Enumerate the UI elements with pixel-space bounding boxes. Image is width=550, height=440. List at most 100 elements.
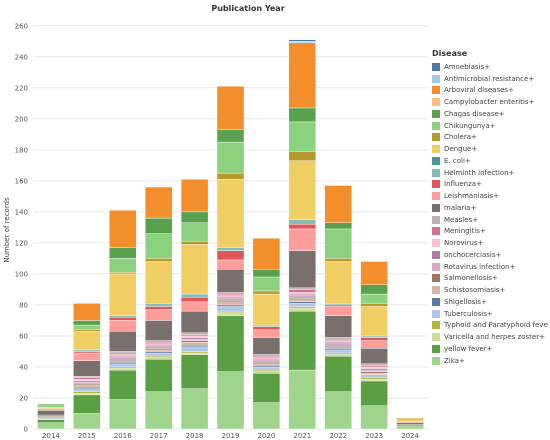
bar-segment <box>73 351 101 354</box>
bar-segment <box>360 337 388 341</box>
legend-item[interactable]: Typhoid and Paratyphoid fever+ <box>432 320 548 332</box>
bar-segment <box>73 380 101 383</box>
bar-segment <box>288 306 317 309</box>
legend-item[interactable]: Campylobacter enteritis+ <box>432 96 548 108</box>
bar-segment <box>288 292 317 295</box>
bar-segment <box>324 185 352 223</box>
bar-segment <box>216 129 245 143</box>
legend-item[interactable]: Dengue+ <box>432 143 548 155</box>
legend-item[interactable]: Influenza+ <box>432 179 548 191</box>
bars <box>37 39 424 430</box>
legend-item[interactable]: malaria+ <box>432 202 548 214</box>
bar-segment <box>73 382 101 385</box>
legend-item[interactable]: Helminth infection+ <box>432 167 548 179</box>
legend-item[interactable]: Shigellosis+ <box>432 296 548 308</box>
legend-item[interactable]: Rotavirus infection+ <box>432 261 548 273</box>
bar-segment <box>180 293 209 298</box>
bar-segment <box>109 315 137 318</box>
legend-label: Campylobacter enteritis+ <box>444 98 535 107</box>
legend-item[interactable]: E. coli+ <box>432 155 548 167</box>
bar-segment <box>360 365 388 368</box>
bar-segment <box>144 306 173 310</box>
bar-segment <box>180 211 209 223</box>
bar-segment <box>180 222 209 242</box>
legend-title: Disease <box>432 49 468 58</box>
bar-segment <box>288 151 317 161</box>
legend-item[interactable]: Antimicrobial resistance+ <box>432 73 548 85</box>
bar-segment <box>144 217 173 234</box>
legend-swatch <box>432 156 440 165</box>
legend-item[interactable]: Cholera+ <box>432 132 548 144</box>
bar-segment <box>109 355 137 358</box>
legend-item[interactable]: Arboviral diseases+ <box>432 85 548 97</box>
bar-segment <box>216 259 245 270</box>
bar-segment <box>288 307 317 312</box>
bar-segment <box>252 355 281 358</box>
bar-segment <box>144 357 173 360</box>
bar-segment <box>144 343 173 346</box>
legend-item[interactable]: yellow fever+ <box>432 343 548 355</box>
bar-segment <box>288 219 317 225</box>
legend-swatch <box>432 215 440 224</box>
bar-segment <box>37 422 65 430</box>
legend-label: Measles+ <box>444 215 479 224</box>
bar-segment <box>144 320 173 341</box>
bar-segment <box>216 86 245 130</box>
bar-segment <box>73 303 101 321</box>
bar-segment <box>109 320 137 332</box>
bar-segment <box>109 317 137 321</box>
bar-segment <box>109 399 137 430</box>
bar-segment <box>252 326 281 330</box>
bar-segment <box>144 341 173 344</box>
legend-item[interactable]: Zika+ <box>432 355 548 367</box>
bar-segment <box>288 224 317 230</box>
legend-item[interactable]: Leishmaniasis+ <box>432 190 548 202</box>
bar-segment <box>324 348 352 351</box>
legend-label: Leishmaniasis+ <box>444 192 499 201</box>
legend-label: Varicella and herpes zoster+ <box>444 333 545 342</box>
legend-item[interactable]: Norovirus+ <box>432 237 548 249</box>
bar-segment <box>144 309 173 321</box>
legend-item[interactable]: Amoebiasis+ <box>432 61 548 73</box>
bar-segment <box>109 360 137 363</box>
bar-segment <box>73 413 101 430</box>
bar-segment <box>180 337 209 340</box>
bar-segment <box>360 377 388 380</box>
legend-label: Arboviral diseases+ <box>444 86 514 95</box>
bar-segment <box>324 346 352 349</box>
legend-swatch <box>432 86 440 95</box>
legend-item[interactable]: Tuberculosis+ <box>432 308 548 320</box>
legend-swatch <box>432 250 440 259</box>
bar-segment <box>252 276 281 292</box>
legend-swatch <box>432 297 440 306</box>
bar-segment <box>73 352 101 361</box>
bar-segment <box>109 258 137 273</box>
legend-item[interactable]: Salmonellosis+ <box>432 273 548 285</box>
bar-segment <box>360 372 388 375</box>
legend-label: Rotavirus infection+ <box>444 262 516 271</box>
legend-item[interactable]: Chagas disease+ <box>432 108 548 120</box>
legend-item[interactable]: Chikungunya+ <box>432 120 548 132</box>
legend-item[interactable]: Schistosomiasis+ <box>432 284 548 296</box>
bar-segment <box>216 293 245 296</box>
legend-label: onchocerciasis+ <box>444 250 502 259</box>
bar-segment <box>288 107 317 123</box>
bar-segment <box>360 303 388 307</box>
legend-item[interactable]: onchocerciasis+ <box>432 249 548 261</box>
bar-segment <box>288 39 317 42</box>
bar-segment <box>360 335 388 338</box>
bar-segment <box>288 41 317 44</box>
bar-segment <box>360 348 388 365</box>
bar-segment <box>288 160 317 220</box>
bar-segment <box>288 296 317 299</box>
legend-swatch <box>432 109 440 118</box>
bar-segment <box>216 250 245 261</box>
legend-item[interactable]: Measles+ <box>432 214 548 226</box>
bar-segment <box>252 366 281 371</box>
bar-segment <box>324 345 352 347</box>
bar-segment <box>180 346 209 352</box>
bar-segment <box>252 363 281 366</box>
legend-swatch <box>432 133 440 142</box>
legend-item[interactable]: Varicella and herpes zoster+ <box>432 331 548 343</box>
legend-item[interactable]: Meningitis+ <box>432 226 548 238</box>
